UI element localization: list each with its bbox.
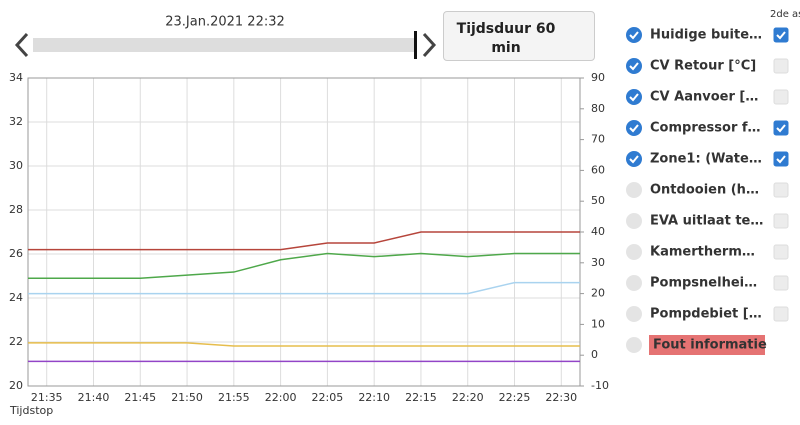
y-tick-label: 24	[9, 291, 23, 304]
second-axis-checkbox[interactable]	[773, 27, 789, 43]
y-tick-label: 28	[9, 203, 23, 216]
second-axis-checkbox[interactable]	[773, 182, 789, 198]
legend-label: Compressor f…	[650, 121, 761, 136]
legend-label: Kamertherm…	[650, 245, 755, 260]
series-toggle[interactable]	[626, 244, 642, 260]
y-tick-label: 32	[9, 115, 23, 128]
y2-tick-label: 0	[591, 348, 598, 361]
x-tick-label: 22:00	[265, 391, 297, 404]
series-line	[28, 342, 580, 347]
legend-label: Ontdooien (h…	[650, 183, 759, 198]
date: 23.Jan.2021 22:32	[165, 15, 285, 30]
check-mark	[629, 31, 639, 40]
check-mark	[776, 155, 786, 164]
legend-label: Zone1: (Wate…	[650, 152, 762, 167]
error-button[interactable]	[649, 335, 765, 355]
x-axis-title: Tijdstop	[9, 404, 53, 417]
duration-text: Tijdsduur 60 min	[456, 21, 556, 56]
series-toggle[interactable]	[626, 89, 642, 105]
second-axis-header: 2de as	[770, 9, 800, 20]
y2-tick-label: 90	[591, 71, 605, 84]
series-toggle[interactable]	[626, 27, 642, 43]
check-mark	[776, 124, 786, 133]
second-axis-checkbox[interactable]	[773, 275, 789, 291]
check-mark	[629, 62, 639, 71]
error-label: Fout informatie	[653, 338, 767, 353]
second-axis-checkbox[interactable]	[773, 89, 789, 105]
y2-tick-label: 20	[591, 287, 605, 300]
second-axis-checkbox[interactable]	[773, 151, 789, 167]
y-tick-label: 20	[9, 379, 23, 392]
x-tick-label: 22:20	[452, 391, 484, 404]
legend-label: Pompsnelhei…	[650, 276, 757, 291]
series-line	[28, 231, 580, 251]
x-tick-label: 22:10	[358, 391, 390, 404]
next-arrow[interactable]	[422, 32, 437, 58]
y2-tick-label: 70	[591, 133, 605, 146]
x-tick-label: 22:15	[405, 391, 437, 404]
check-mark	[776, 31, 786, 40]
y2-tick-label: 80	[591, 102, 605, 115]
second-axis-checkbox[interactable]	[773, 306, 789, 322]
x-tick-label: 21:40	[78, 391, 110, 404]
y-tick-label: 22	[9, 335, 23, 348]
legend-label: CV Retour [°C]	[650, 59, 756, 74]
series-toggle[interactable]	[626, 151, 642, 167]
x-tick-label: 21:50	[171, 391, 203, 404]
series-line	[28, 281, 580, 295]
x-tick-label: 22:25	[499, 391, 531, 404]
legend-label: Huidige buite…	[650, 28, 762, 43]
x-tick-label: 22:05	[312, 391, 344, 404]
series-toggle[interactable]	[626, 337, 642, 353]
series-toggle[interactable]	[626, 182, 642, 198]
legend-label: CV Aanvoer […	[650, 90, 758, 105]
series-toggle[interactable]	[626, 120, 642, 136]
y2-tick-label: 30	[591, 256, 605, 269]
x-tick-label: 21:55	[218, 391, 250, 404]
series-toggle[interactable]	[626, 275, 642, 291]
second-axis-checkbox[interactable]	[773, 244, 789, 260]
time-slider[interactable]	[33, 38, 415, 52]
x-tick-label: 21:35	[31, 391, 63, 404]
check-mark	[629, 155, 639, 164]
y2-tick-label: 60	[591, 163, 605, 176]
slider-thumb[interactable]	[414, 31, 417, 59]
check-mark	[629, 93, 639, 102]
legend-label: Pompdebiet […	[650, 307, 762, 322]
y2-tick-label: 40	[591, 225, 605, 238]
x-tick-label: 22:30	[545, 391, 577, 404]
check-mark	[629, 124, 639, 133]
y-tick-label: 26	[9, 247, 23, 260]
second-axis-checkbox[interactable]	[773, 120, 789, 136]
series-toggle[interactable]	[626, 213, 642, 229]
y2-tick-label: 50	[591, 194, 605, 207]
series-toggle[interactable]	[626, 306, 642, 322]
y-tick-label: 34	[9, 71, 23, 84]
x-tick-label: 21:45	[124, 391, 156, 404]
prev-arrow[interactable]	[14, 32, 29, 58]
series-toggle[interactable]	[626, 58, 642, 74]
second-axis-checkbox[interactable]	[773, 213, 789, 229]
second-axis-checkbox[interactable]	[773, 58, 789, 74]
series-line	[28, 252, 580, 279]
y2-tick-label: -10	[591, 379, 609, 392]
y-tick-label: 30	[9, 159, 23, 172]
y2-tick-label: 10	[591, 317, 605, 330]
duration-button[interactable]: Tijdsduur 60 min	[443, 11, 595, 61]
legend-label: EVA uitlaat te…	[650, 214, 763, 229]
